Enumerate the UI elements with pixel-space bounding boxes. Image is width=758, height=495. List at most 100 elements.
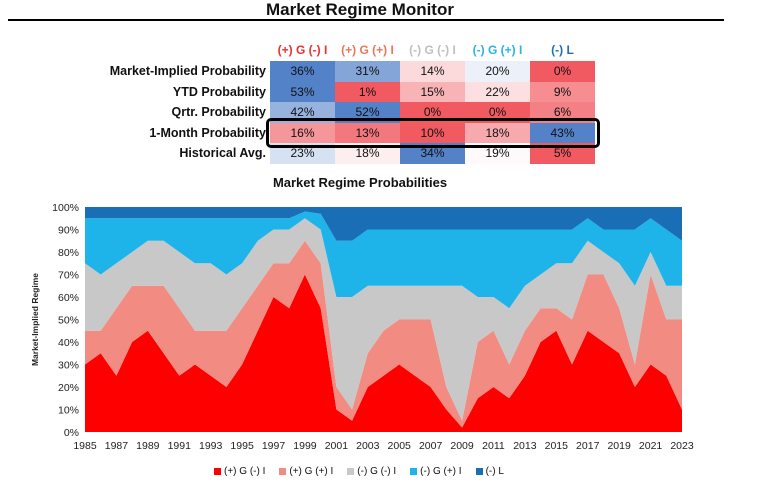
regime-table-header: (+) G (-) I (+) G (+) I (-) G (-) I (-) … (96, 39, 595, 61)
table-cell: 13% (335, 122, 400, 143)
one-month-highlight-box (266, 118, 600, 148)
series-area-1 (85, 240, 682, 428)
series-area-3 (85, 211, 682, 309)
table-row: 1-Month Probability 16% 13% 10% 18% 43% (96, 122, 595, 143)
table-cell: 18% (335, 143, 400, 164)
regime-table: (+) G (-) I (+) G (+) I (-) G (-) I (-) … (96, 39, 595, 164)
x-tick-label: 1991 (168, 440, 192, 452)
series-area-2 (85, 218, 682, 421)
y-tick-label: 80% (58, 247, 79, 259)
x-tick-label: 2005 (388, 440, 412, 452)
legend-label: (-) G (-) I (357, 466, 397, 477)
y-tick-label: 20% (58, 382, 79, 394)
y-tick-label: 50% (58, 315, 79, 327)
table-cell: 15% (400, 81, 465, 102)
table-cell: 9% (530, 81, 595, 102)
table-cell: 52% (335, 102, 400, 123)
x-tick-label: 2023 (670, 440, 694, 452)
legend-swatch (410, 468, 418, 475)
legend-item: (+) G (+) I (279, 466, 333, 477)
table-cell: 5% (530, 143, 595, 164)
x-tick-label: 2009 (450, 440, 474, 452)
legend-swatch (214, 468, 221, 475)
legend-swatch (347, 468, 355, 475)
x-tick-label: 2011 (482, 440, 505, 452)
table-cell: 43% (530, 122, 595, 143)
table-cell: 22% (465, 81, 530, 102)
table-cell: 34% (400, 143, 465, 164)
x-tick-label: 2013 (513, 440, 537, 452)
table-cell: 6% (530, 102, 595, 123)
chart-title: Market Regime Probabilities (272, 175, 448, 190)
table-row: Qrtr. Probability 42% 52% 0% 0% 6% (96, 102, 595, 123)
table-cell: 36% (270, 61, 335, 82)
col-header: (-) G (+) I (472, 43, 523, 57)
row-label: Qrtr. Probability (171, 105, 266, 120)
legend-label: (+) G (-) I (224, 466, 266, 477)
x-tick-label: 1989 (136, 440, 160, 452)
y-tick-label: 60% (58, 292, 79, 304)
table-cell: 20% (465, 61, 530, 82)
table-row: Historical Avg. 23% 18% 34% 19% 5% (96, 143, 595, 164)
row-label: YTD Probability (172, 84, 266, 99)
series-area-4 (85, 207, 682, 241)
x-tick-label: 2017 (576, 440, 600, 452)
table-cell: 53% (270, 81, 335, 102)
legend-swatch (475, 468, 483, 475)
col-header: (+) G (+) I (341, 43, 394, 57)
x-tick-label: 1995 (230, 440, 254, 452)
title-divider (8, 19, 724, 21)
y-tick-label: 30% (58, 360, 79, 372)
legend-label: (-) L (485, 466, 504, 477)
x-tick-label: 1987 (105, 440, 129, 452)
table-cell: 0% (530, 61, 595, 82)
x-tick-label: 1999 (293, 440, 317, 452)
legend-item: (-) L (475, 466, 504, 477)
x-tick-label: 2003 (356, 440, 380, 452)
col-header: (+) G (-) I (277, 43, 328, 57)
table-cell: 1% (335, 81, 400, 102)
table-row: Market-Implied Probability 36% 31% 14% 20% 0% (96, 61, 595, 82)
table-row: YTD Probability 53% 1% 15% 22% 9% (96, 81, 595, 102)
x-tick-label: 2007 (419, 440, 443, 452)
table-cell: 23% (270, 143, 335, 164)
col-header: (-) G (-) I (409, 43, 456, 57)
y-axis-label: Market-Implied Regime (30, 273, 40, 366)
x-tick-label: 1985 (73, 440, 97, 452)
legend-item: (-) G (-) I (347, 466, 396, 477)
x-tick-label: 2021 (639, 440, 663, 452)
chart-legend: (+) G (-) I (+) G (+) I (-) G (-) I (-) G (… (214, 466, 504, 477)
y-tick-label: 10% (58, 405, 79, 417)
x-tick-label: 1997 (262, 440, 286, 452)
regime-area-chart: 0% 10% 20% 30% 40% 50% 60% 70% 80% 90% 100% 1985 198… (30, 202, 694, 452)
col-header: (-) L (551, 43, 574, 57)
legend-item: (-) G (+) I (410, 466, 462, 477)
x-tick-label: 2019 (607, 440, 631, 452)
table-cell: 10% (400, 122, 465, 143)
legend-label: (-) G (+) I (420, 466, 462, 477)
table-cell: 0% (400, 102, 465, 123)
x-tick-label: 2015 (545, 440, 569, 452)
legend-item: (+) G (-) I (214, 466, 265, 477)
table-cell: 19% (465, 143, 530, 164)
table-cell: 0% (465, 102, 530, 123)
table-cell: 14% (400, 61, 465, 82)
table-cell: 16% (270, 122, 335, 143)
row-label: Market-Implied Probability (109, 64, 266, 79)
y-tick-label: 40% (58, 337, 79, 349)
table-cell: 31% (335, 61, 400, 82)
y-tick-label: 70% (58, 270, 79, 282)
monitor-title: Market Regime Monitor (266, 0, 454, 19)
table-cell: 42% (270, 102, 335, 123)
y-tick-label: 90% (58, 225, 79, 237)
table-cell: 18% (465, 122, 530, 143)
row-label: 1-Month Probability (149, 125, 266, 140)
legend-label: (+) G (+) I (289, 466, 334, 477)
x-tick-label: 2001 (325, 440, 349, 452)
series-area-0 (85, 274, 682, 432)
row-label: Historical Avg. (179, 146, 266, 161)
x-tick-label: 1993 (199, 440, 223, 452)
y-tick-label: 100% (52, 202, 79, 214)
legend-swatch (279, 468, 287, 475)
y-tick-label: 0% (64, 427, 79, 439)
